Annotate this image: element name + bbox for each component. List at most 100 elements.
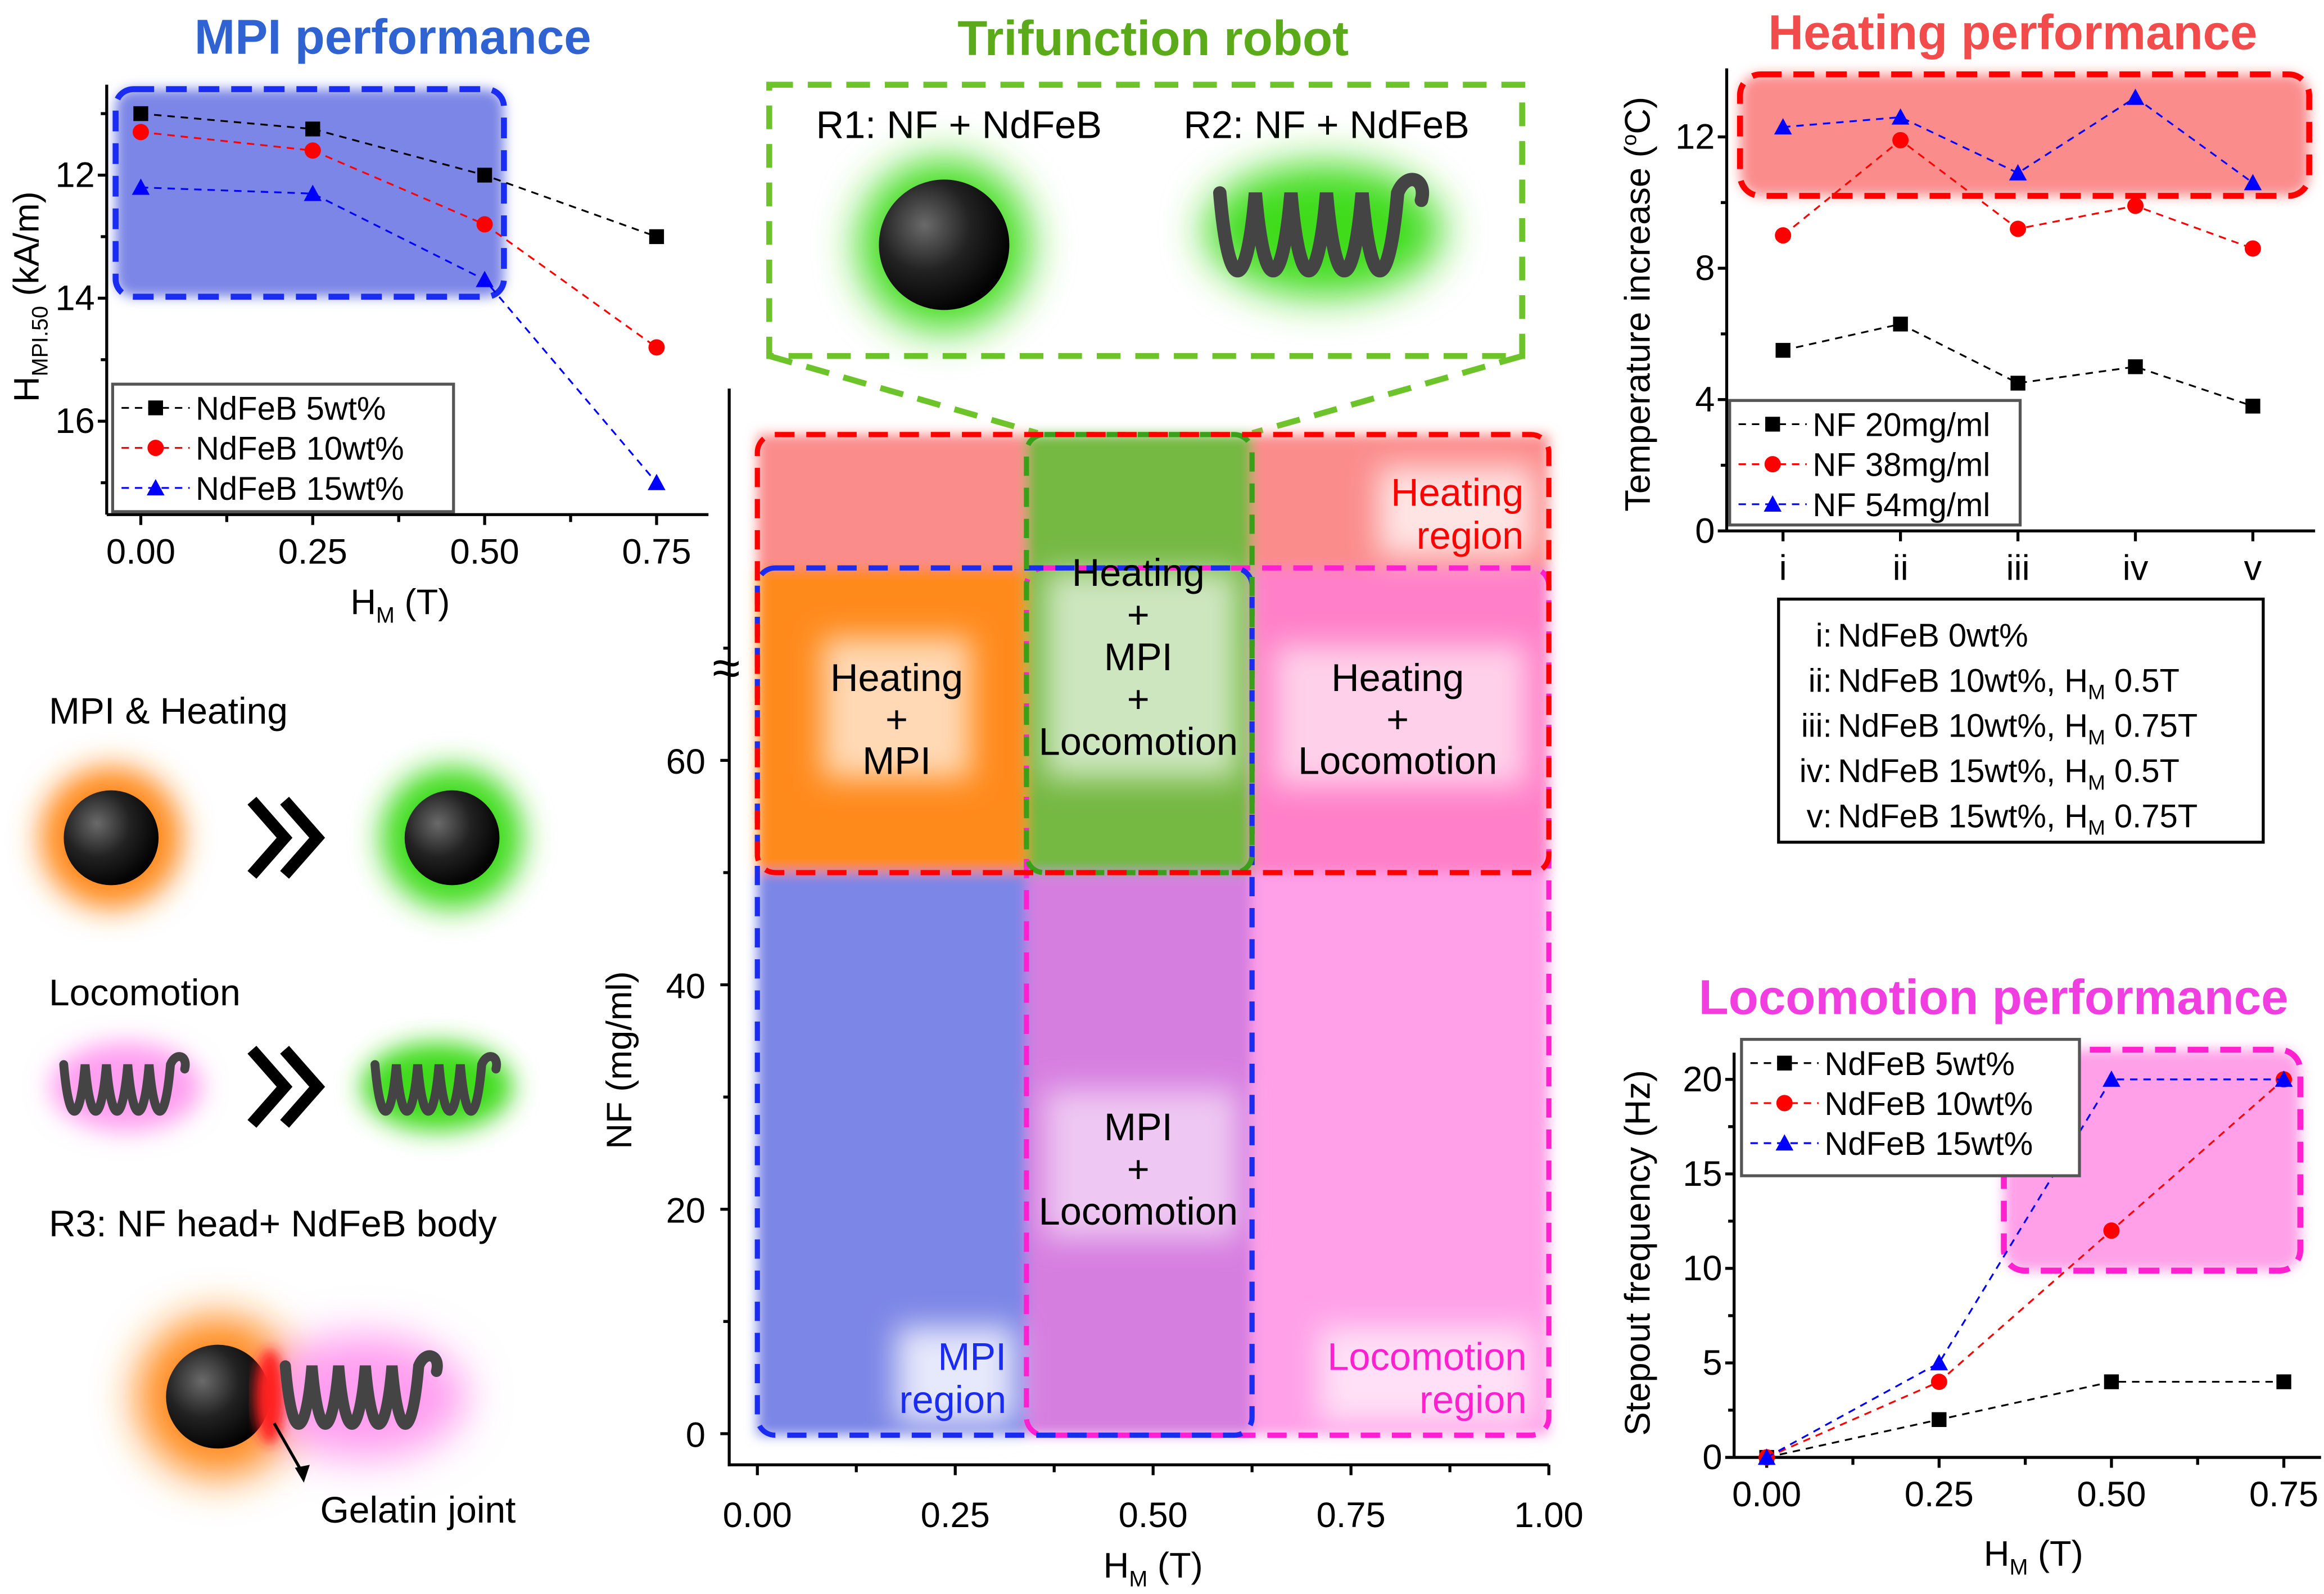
sample-key-box	[1777, 597, 2265, 844]
legend-label: NdFeB 10wt%	[196, 431, 404, 467]
sample-key-item: i: NdFeB 0wt%	[1816, 617, 2028, 654]
x-tick-label: 0.75	[1317, 1496, 1386, 1535]
sample-key-description: NdFeB 15wt%, HM 0.5T	[1838, 753, 2180, 794]
legend-item: NF 38mg/ml	[1738, 447, 1990, 484]
y-tick-label: 20	[1683, 1060, 1722, 1099]
r3-caption: R3: NF head+ NdFeB body	[49, 1203, 497, 1244]
legend: NdFeB 5wt% NdFeB 10wt% NdFeB 15wt%	[111, 382, 455, 513]
legend-marker	[147, 440, 164, 457]
data-point	[2244, 174, 2262, 191]
label-pad	[1274, 645, 1527, 786]
x-tick-label: v	[2244, 548, 2262, 588]
legend-item: NF 20mg/ml	[1738, 407, 1990, 444]
label-line: MPI	[938, 1335, 1006, 1378]
label-line: Locomotion	[1039, 720, 1238, 763]
description-suffix: 0.75T	[2105, 708, 2198, 744]
x-tick-label: 0.50	[1119, 1496, 1188, 1535]
chevron-right-icon	[247, 797, 325, 879]
x-tick-label: 0.50	[450, 532, 519, 571]
sample-key-id: i:	[1816, 617, 1832, 654]
series-line	[1766, 1078, 2285, 1458]
data-point	[1775, 342, 1791, 358]
x-tick-label: 0.25	[278, 532, 347, 571]
chevron-right-icon	[247, 1046, 325, 1128]
y-tick-label: 60	[666, 742, 706, 782]
label-line: Locomotion	[1039, 1190, 1238, 1233]
locomotion-x-axis-label: HM (T)	[1984, 1534, 2083, 1580]
data-point	[132, 178, 150, 195]
data-point	[2244, 240, 2261, 257]
description-suffix: 0.5T	[2105, 662, 2180, 699]
mpi-x-axis-label: HM (T)	[350, 582, 450, 628]
r2-helical-robot-icon	[1205, 163, 1443, 297]
legend-marker	[1777, 1055, 1792, 1071]
locomotion-region-outline	[1024, 565, 1552, 1438]
robot-illustrations: MPI & Heating Locomotion R3: NF head+ Nd…	[40, 690, 523, 1530]
sample-key-id: iii:	[1801, 708, 1832, 744]
legend-item: NdFeB 5wt%	[1750, 1046, 2015, 1082]
label-line: +	[1386, 698, 1409, 741]
y-tick-label: 20	[666, 1191, 706, 1230]
locomotion-region-label: Locomotion region	[1327, 1335, 1526, 1421]
legend-item: NdFeB 15wt%	[1750, 1126, 2033, 1162]
data-point	[1930, 1374, 1947, 1390]
label-pad	[822, 638, 971, 779]
x-tick-label: 0.00	[106, 532, 175, 571]
data-point	[2010, 376, 2025, 391]
label-line: Heating	[1072, 551, 1205, 594]
data-point	[132, 124, 149, 141]
data-point	[1893, 317, 1908, 332]
y-tick-label: 15	[1683, 1154, 1722, 1194]
data-point	[2275, 1070, 2293, 1087]
label-line: MPI	[1104, 1105, 1173, 1149]
legend-item: NdFeB 10wt%	[121, 431, 404, 467]
sample-key-description: NdFeB 0wt%	[1838, 617, 2028, 654]
legend: NdFeB 5wt% NdFeB 10wt% NdFeB 15wt%	[1740, 1037, 2081, 1177]
data-point	[2009, 164, 2027, 180]
data-point	[649, 229, 664, 245]
sphere-mpi-icon	[381, 766, 523, 909]
legend-label: NF 38mg/ml	[1812, 447, 1990, 484]
legend-marker	[1776, 1095, 1793, 1112]
label-line: region	[899, 1378, 1007, 1421]
label-line: region	[1417, 514, 1524, 557]
data-point	[1892, 132, 1909, 148]
legend-label: NdFeB 15wt%	[196, 471, 404, 507]
trifunction-robot-panel: Trifunction robot R1: NF + NdFeB R2: NF …	[766, 11, 1525, 436]
sample-key-id: iv:	[1799, 753, 1832, 789]
data-point	[1774, 118, 1792, 135]
label-line: MPI	[1104, 635, 1173, 679]
legend-box	[111, 382, 455, 513]
heating-mpi-label: Heating + MPI	[830, 656, 963, 783]
data-point	[476, 270, 494, 287]
data-point	[2103, 1222, 2120, 1239]
sample-key-item: v: NdFeB 15wt%, HM 0.75T	[1807, 798, 2198, 839]
y-tick-label: 0	[686, 1416, 706, 1455]
data-point	[2245, 399, 2260, 414]
data-point	[2010, 220, 2027, 237]
mpi-y-axis-label: HMPI.50 (kA/m)	[7, 191, 53, 402]
description-text: NdFeB 10wt%, H	[1838, 662, 2088, 699]
description-text: NdFeB 0wt%	[1838, 617, 2028, 654]
sphere-heating-icon	[40, 766, 183, 909]
data-point	[476, 216, 493, 233]
label-pad	[897, 1327, 1015, 1424]
gelatin-joint-marker	[255, 1349, 285, 1444]
callout-line-right	[1251, 353, 1523, 436]
trifunction-region-outline	[1024, 432, 1255, 875]
legend-label: NdFeB 10wt%	[1825, 1086, 2033, 1122]
data-point	[648, 339, 665, 356]
heating-locomotion-label: Heating + Locomotion	[1298, 656, 1497, 783]
x-tick-label: 0.25	[1905, 1475, 1974, 1514]
series-nf-20mg-ml	[1775, 317, 2260, 414]
x-tick-label: 0.75	[622, 532, 691, 571]
legend-marker	[148, 400, 164, 416]
series-ndfeb-5wt-	[133, 106, 664, 245]
description-text: NdFeB 10wt%, H	[1838, 708, 2088, 744]
legend-label: NdFeB 15wt%	[1825, 1126, 2033, 1162]
label-line: region	[1419, 1378, 1527, 1421]
spring-mpi-icon	[361, 1042, 513, 1132]
data-point	[2126, 88, 2145, 105]
sample-key-id: ii:	[1808, 662, 1832, 699]
